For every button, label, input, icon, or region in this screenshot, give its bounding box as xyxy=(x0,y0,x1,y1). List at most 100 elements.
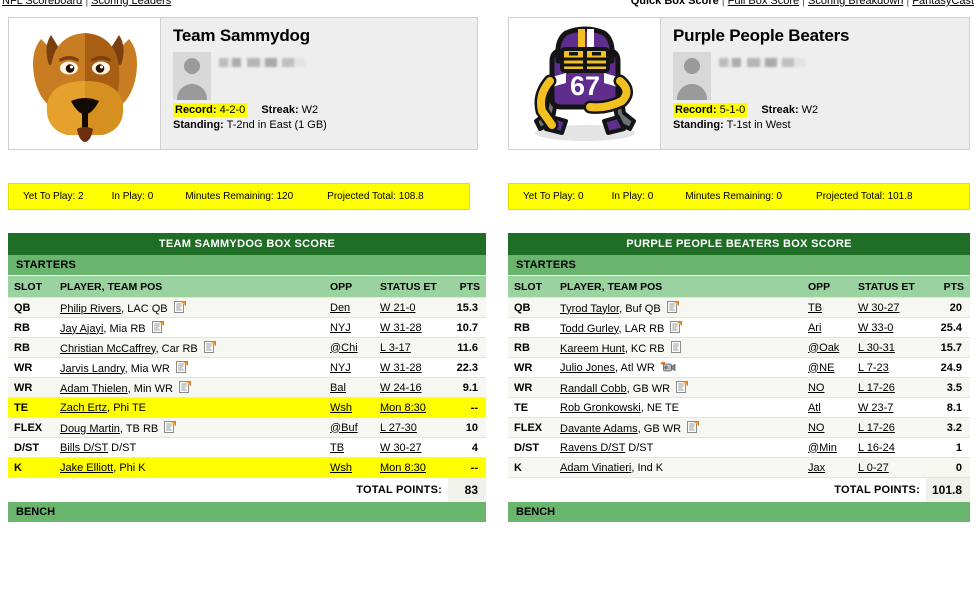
player-opponent[interactable]: TB xyxy=(801,297,852,318)
scoring-leaders-link[interactable]: Scoring Leaders xyxy=(91,0,172,7)
status-link[interactable]: W 31-28 xyxy=(380,361,422,374)
player-row[interactable]: WR Randall Cobb, GB WR NO L 17-26 3.5 xyxy=(508,377,970,398)
player-row[interactable]: WR Adam Thielen, Min WR Bal W 24-16 9.1 xyxy=(8,377,486,398)
status-link[interactable]: Mon 8:30 xyxy=(380,401,426,414)
player-row[interactable]: K Adam Vinatieri, Ind K Jax L 0-27 0 xyxy=(508,457,970,478)
opponent-link[interactable]: @Buf xyxy=(330,421,358,434)
player-row[interactable]: QB Tyrod Taylor, Buf QB TB W 30-27 20 xyxy=(508,297,970,318)
opponent-link[interactable]: NO xyxy=(807,381,825,394)
status-link[interactable]: L 17-26 xyxy=(857,381,895,394)
opponent-link[interactable]: Jax xyxy=(807,461,826,474)
note-icon[interactable] xyxy=(178,380,191,394)
player-row[interactable]: FLEX Doug Martin, TB RB @Buf L 27-30 10 xyxy=(8,417,486,438)
status-link[interactable]: W 24-16 xyxy=(380,381,422,394)
opponent-link[interactable]: @Min xyxy=(807,441,837,454)
player-opponent[interactable]: Wsh xyxy=(324,397,374,418)
note-plain-icon[interactable] xyxy=(670,340,683,354)
status-link[interactable]: L 30-31 xyxy=(857,341,895,354)
player-status[interactable]: W 21-0 xyxy=(374,297,448,318)
player-name-link[interactable]: Davante Adams xyxy=(560,422,638,435)
status-link[interactable]: W 30-27 xyxy=(380,441,422,454)
player-row[interactable]: RB Todd Gurley, LAR RB Ari W 33-0 25.4 xyxy=(508,317,970,338)
player-row[interactable]: K Jake Elliott, Phi K Wsh Mon 8:30 -- xyxy=(8,457,486,478)
note-icon[interactable] xyxy=(675,380,689,394)
status-link[interactable]: L 17-26 xyxy=(857,421,895,434)
status-link[interactable]: L 7-23 xyxy=(857,361,889,374)
note-icon[interactable] xyxy=(163,420,177,434)
opponent-link[interactable]: TB xyxy=(807,301,823,314)
opponent-link[interactable]: Bal xyxy=(330,381,346,394)
player-opponent[interactable]: @NE xyxy=(801,357,852,378)
player-name-link[interactable]: Kareem Hunt xyxy=(560,342,625,355)
player-row[interactable]: QB Philip Rivers, LAC QB Den W 21-0 15.3 xyxy=(8,297,486,318)
opponent-link[interactable]: Wsh xyxy=(330,461,352,474)
note-icon[interactable] xyxy=(666,300,679,314)
fantasycast-link[interactable]: FantasyCast xyxy=(912,0,974,7)
player-status[interactable]: W 30-27 xyxy=(374,437,448,458)
status-link[interactable]: L 3-17 xyxy=(380,341,411,354)
player-opponent[interactable]: @Min xyxy=(801,437,852,458)
player-status[interactable]: L 16-24 xyxy=(851,437,926,458)
status-link[interactable]: Mon 8:30 xyxy=(380,461,426,474)
opponent-link[interactable]: Ari xyxy=(807,321,822,334)
player-name-link[interactable]: Jarvis Landry xyxy=(60,362,125,375)
note-icon[interactable] xyxy=(203,340,216,354)
player-name-link[interactable]: Bills D/ST xyxy=(60,441,109,454)
player-opponent[interactable]: NO xyxy=(801,417,852,438)
player-row[interactable]: RB Christian McCaffrey, Car RB @Chi L 3-17 1… xyxy=(8,337,486,358)
opponent-link[interactable]: @Oak xyxy=(807,341,840,354)
note-icon[interactable] xyxy=(151,320,164,334)
player-name-link[interactable]: Philip Rivers xyxy=(60,302,122,315)
opponent-link[interactable]: Wsh xyxy=(330,401,352,414)
player-name-link[interactable]: Adam Vinatieri xyxy=(560,461,632,474)
note-icon[interactable] xyxy=(686,420,700,434)
status-link[interactable]: W 31-28 xyxy=(380,321,422,334)
scoring-breakdown-link[interactable]: Scoring Breakdown xyxy=(808,0,904,7)
player-status[interactable]: W 24-16 xyxy=(374,377,448,398)
opponent-link[interactable]: Den xyxy=(330,301,351,314)
opponent-link[interactable]: NO xyxy=(807,421,825,434)
player-row[interactable]: D/ST Ravens D/ST D/ST @Min L 16-24 1 xyxy=(508,437,970,458)
status-link[interactable]: W 30-27 xyxy=(857,301,900,314)
player-opponent[interactable]: NYJ xyxy=(324,317,374,338)
player-status[interactable]: W 31-28 xyxy=(374,357,448,378)
player-opponent[interactable]: Jax xyxy=(801,457,852,478)
player-status[interactable]: W 31-28 xyxy=(374,317,448,338)
opponent-link[interactable]: @NE xyxy=(807,361,835,374)
player-status[interactable]: W 33-0 xyxy=(851,317,926,338)
player-status[interactable]: L 7-23 xyxy=(851,357,926,378)
player-name-link[interactable]: Randall Cobb xyxy=(560,382,627,395)
note-icon[interactable] xyxy=(669,320,683,334)
status-link[interactable]: L 0-27 xyxy=(857,461,889,474)
note-icon[interactable] xyxy=(173,300,186,314)
nfl-scoreboard-link[interactable]: NFL Scoreboard xyxy=(2,0,83,7)
opponent-link[interactable]: NYJ xyxy=(330,321,351,334)
status-link[interactable]: L 27-30 xyxy=(380,421,417,434)
player-name-link[interactable]: Doug Martin xyxy=(60,422,120,435)
player-name-link[interactable]: Adam Thielen xyxy=(60,382,128,395)
player-status[interactable]: L 30-31 xyxy=(851,337,926,358)
opponent-link[interactable]: NYJ xyxy=(330,361,351,374)
opponent-link[interactable]: TB xyxy=(330,441,345,454)
player-status[interactable]: W 23-7 xyxy=(851,397,926,418)
player-status[interactable]: L 17-26 xyxy=(851,417,926,438)
player-opponent[interactable]: NYJ xyxy=(324,357,374,378)
player-opponent[interactable]: Bal xyxy=(324,377,374,398)
player-opponent[interactable]: TB xyxy=(324,437,374,458)
player-row[interactable]: WR Jarvis Landry, Mia WR NYJ W 31-28 22.3 xyxy=(8,357,486,378)
player-opponent[interactable]: Ari xyxy=(801,317,852,338)
player-row[interactable]: D/ST Bills D/ST D/ST TB W 30-27 4 xyxy=(8,437,486,458)
player-opponent[interactable]: @Buf xyxy=(324,417,374,438)
player-row[interactable]: TE Zach Ertz, Phi TE Wsh Mon 8:30 -- xyxy=(8,397,486,418)
player-opponent[interactable]: NO xyxy=(801,377,852,398)
full-box-score-link[interactable]: Full Box Score xyxy=(727,0,800,7)
player-opponent[interactable]: Atl xyxy=(801,397,852,418)
player-status[interactable]: L 27-30 xyxy=(374,417,448,438)
player-name-link[interactable]: Rob Gronkowski xyxy=(560,401,641,414)
player-name-link[interactable]: Jay Ajayi xyxy=(60,322,104,335)
player-opponent[interactable]: Den xyxy=(324,297,374,318)
player-name-link[interactable]: Christian McCaffrey xyxy=(60,342,156,355)
video-icon[interactable] xyxy=(659,361,676,373)
player-status[interactable]: L 0-27 xyxy=(851,457,926,478)
player-opponent[interactable]: Wsh xyxy=(324,457,374,478)
